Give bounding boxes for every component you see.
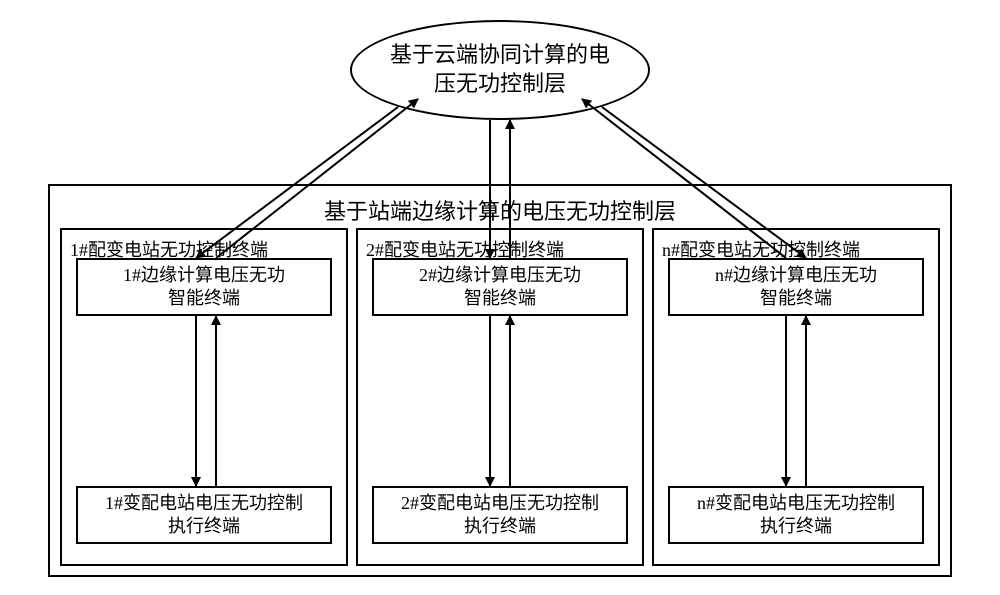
station-n-exec-terminal-text: n#变配电站电压无功控制执行终端 (691, 492, 901, 539)
station-n-exec-terminal: n#变配电站电压无功控制执行终端 (668, 486, 924, 544)
station-2-exec-terminal-text: 2#变配电站电压无功控制执行终端 (395, 492, 605, 539)
station-1-edge-terminal: 1#边缘计算电压无功智能终端 (76, 258, 332, 316)
station-1-exec-terminal-text: 1#变配电站电压无功控制执行终端 (99, 492, 309, 539)
cloud-layer-text: 基于云端协同计算的电压无功控制层 (380, 41, 620, 98)
edge-layer-label: 基于站端边缘计算的电压无功控制层 (48, 194, 952, 226)
station-1-exec-terminal: 1#变配电站电压无功控制执行终端 (76, 486, 332, 544)
station-1-edge-terminal-text: 1#边缘计算电压无功智能终端 (117, 264, 291, 311)
station-n-edge-terminal-text: n#边缘计算电压无功智能终端 (709, 264, 883, 311)
cloud-layer-ellipse: 基于云端协同计算的电压无功控制层 (350, 20, 650, 120)
station-2-edge-terminal-text: 2#边缘计算电压无功智能终端 (413, 264, 587, 311)
station-2-edge-terminal: 2#边缘计算电压无功智能终端 (372, 258, 628, 316)
station-2-exec-terminal: 2#变配电站电压无功控制执行终端 (372, 486, 628, 544)
station-n-edge-terminal: n#边缘计算电压无功智能终端 (668, 258, 924, 316)
